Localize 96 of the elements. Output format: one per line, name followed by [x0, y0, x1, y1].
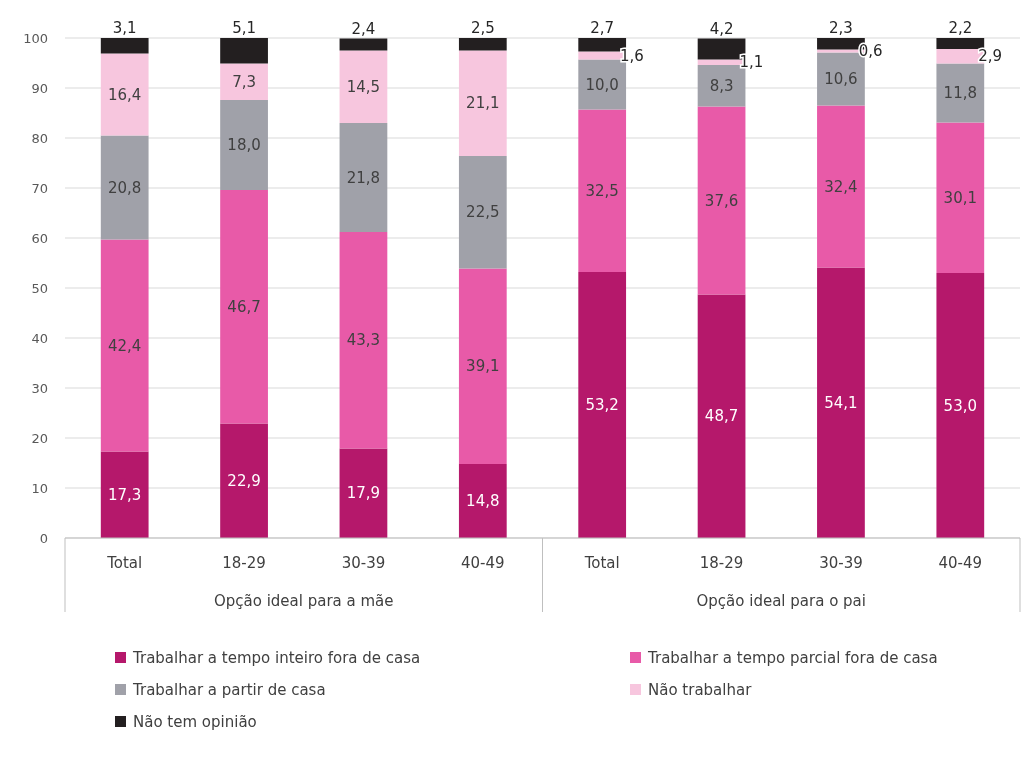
x-tick-label: 18-29	[222, 554, 266, 572]
bar	[936, 273, 985, 538]
data-label: 8,3	[709, 76, 734, 95]
bar	[458, 38, 507, 51]
data-label: 10,0	[585, 75, 619, 94]
bar	[339, 123, 388, 232]
legend-label: Não tem opinião	[133, 713, 257, 731]
data-label: 20,8	[107, 178, 142, 197]
data-label: 2,3	[829, 19, 853, 37]
y-tick-label: 40	[31, 331, 48, 346]
bar	[220, 38, 268, 64]
bar	[578, 272, 627, 538]
bar	[220, 100, 268, 190]
data-label: 0,6	[858, 42, 883, 60]
y-tick-label: 70	[31, 181, 48, 196]
y-tick-label: 30	[31, 381, 48, 396]
text: Opção ideal para a mãe	[213, 592, 394, 610]
bar	[100, 135, 149, 240]
bar	[220, 63, 268, 100]
data-label: 2,4	[351, 19, 376, 38]
bar	[458, 464, 507, 538]
legend-label: Trabalhar a tempo inteiro fora de casa	[132, 649, 421, 667]
data-label: 2,2	[948, 19, 973, 37]
data-label: 21,8	[346, 168, 381, 187]
y-tick-label: 90	[31, 81, 48, 96]
x-tick-label: 40-49	[938, 554, 983, 572]
bar	[817, 267, 865, 538]
x-tick-label: 30-39	[341, 554, 386, 572]
bar	[100, 239, 149, 452]
y-tick-label: 60	[31, 231, 48, 246]
y-tick-label: 10	[31, 481, 48, 496]
data-label: 21,1	[466, 94, 500, 113]
legend-label: Trabalhar a tempo parcial fora de casa	[647, 649, 938, 667]
data-label: 46,7	[227, 297, 261, 316]
data-label: 1,6	[620, 46, 644, 65]
bar	[100, 53, 149, 136]
data-label: 37,6	[704, 191, 739, 210]
data-label: 43,3	[346, 331, 381, 350]
bar	[220, 190, 268, 424]
data-label: 42,4	[107, 336, 142, 355]
data-label: 22,5	[466, 203, 500, 222]
x-tick-label: 30-39	[819, 554, 863, 572]
data-label: 11,8	[943, 84, 978, 102]
bar	[458, 156, 507, 269]
x-tick-label: Total	[106, 554, 143, 572]
bar	[339, 50, 388, 123]
data-label: 18,0	[227, 136, 261, 154]
bar	[936, 38, 985, 49]
bar	[817, 105, 865, 268]
bar	[100, 38, 149, 54]
data-label: 3,1	[112, 19, 137, 37]
data-label: 1,1	[739, 53, 764, 72]
data-label: 53,0	[943, 396, 978, 415]
data-label: 32,5	[585, 181, 619, 200]
data-label: 10,6	[824, 70, 858, 88]
bar	[578, 109, 627, 272]
text: Opção ideal para o pai	[696, 592, 866, 610]
data-label: 30,1	[943, 188, 978, 207]
data-label: 22,9	[227, 471, 261, 490]
data-label: 5,1	[232, 19, 256, 37]
y-tick-label: 100	[23, 31, 48, 46]
bar	[936, 63, 985, 123]
data-label: 17,9	[346, 484, 381, 503]
data-label: 7,3	[232, 72, 256, 91]
y-tick-label: 20	[31, 431, 48, 446]
bar	[220, 423, 268, 538]
y-tick-label: 50	[31, 281, 48, 296]
bar	[697, 294, 746, 538]
x-tick-label: Total	[583, 554, 620, 572]
bar	[936, 122, 985, 273]
y-tick-label: 0	[39, 531, 48, 546]
bar	[458, 50, 507, 156]
legend-label: Trabalhar a partir de casa	[132, 681, 326, 699]
bar	[339, 448, 388, 538]
y-tick-label: 80	[31, 131, 48, 146]
bar	[339, 232, 388, 449]
data-label: 48,7	[704, 407, 739, 426]
legend-label: Não trabalhar	[648, 681, 753, 699]
data-label: 2,7	[590, 19, 615, 37]
x-tick-label: 40-49	[461, 554, 505, 572]
data-label: 14,5	[346, 77, 381, 96]
data-label: 17,3	[107, 485, 142, 504]
x-tick-label: 18-29	[699, 554, 744, 572]
data-label: 2,9	[978, 47, 1003, 66]
data-label: 2,5	[470, 19, 495, 37]
data-label: 32,4	[824, 177, 858, 196]
data-label: 16,4	[107, 85, 142, 104]
bar	[458, 268, 507, 464]
data-label: 53,2	[585, 396, 619, 414]
data-label: 54,1	[824, 393, 858, 412]
data-label: 14,8	[466, 492, 500, 510]
data-label: 39,1	[466, 357, 500, 376]
data-label: 4,2	[709, 19, 734, 38]
bar	[100, 451, 149, 538]
bar	[697, 106, 746, 295]
bar	[339, 38, 388, 51]
